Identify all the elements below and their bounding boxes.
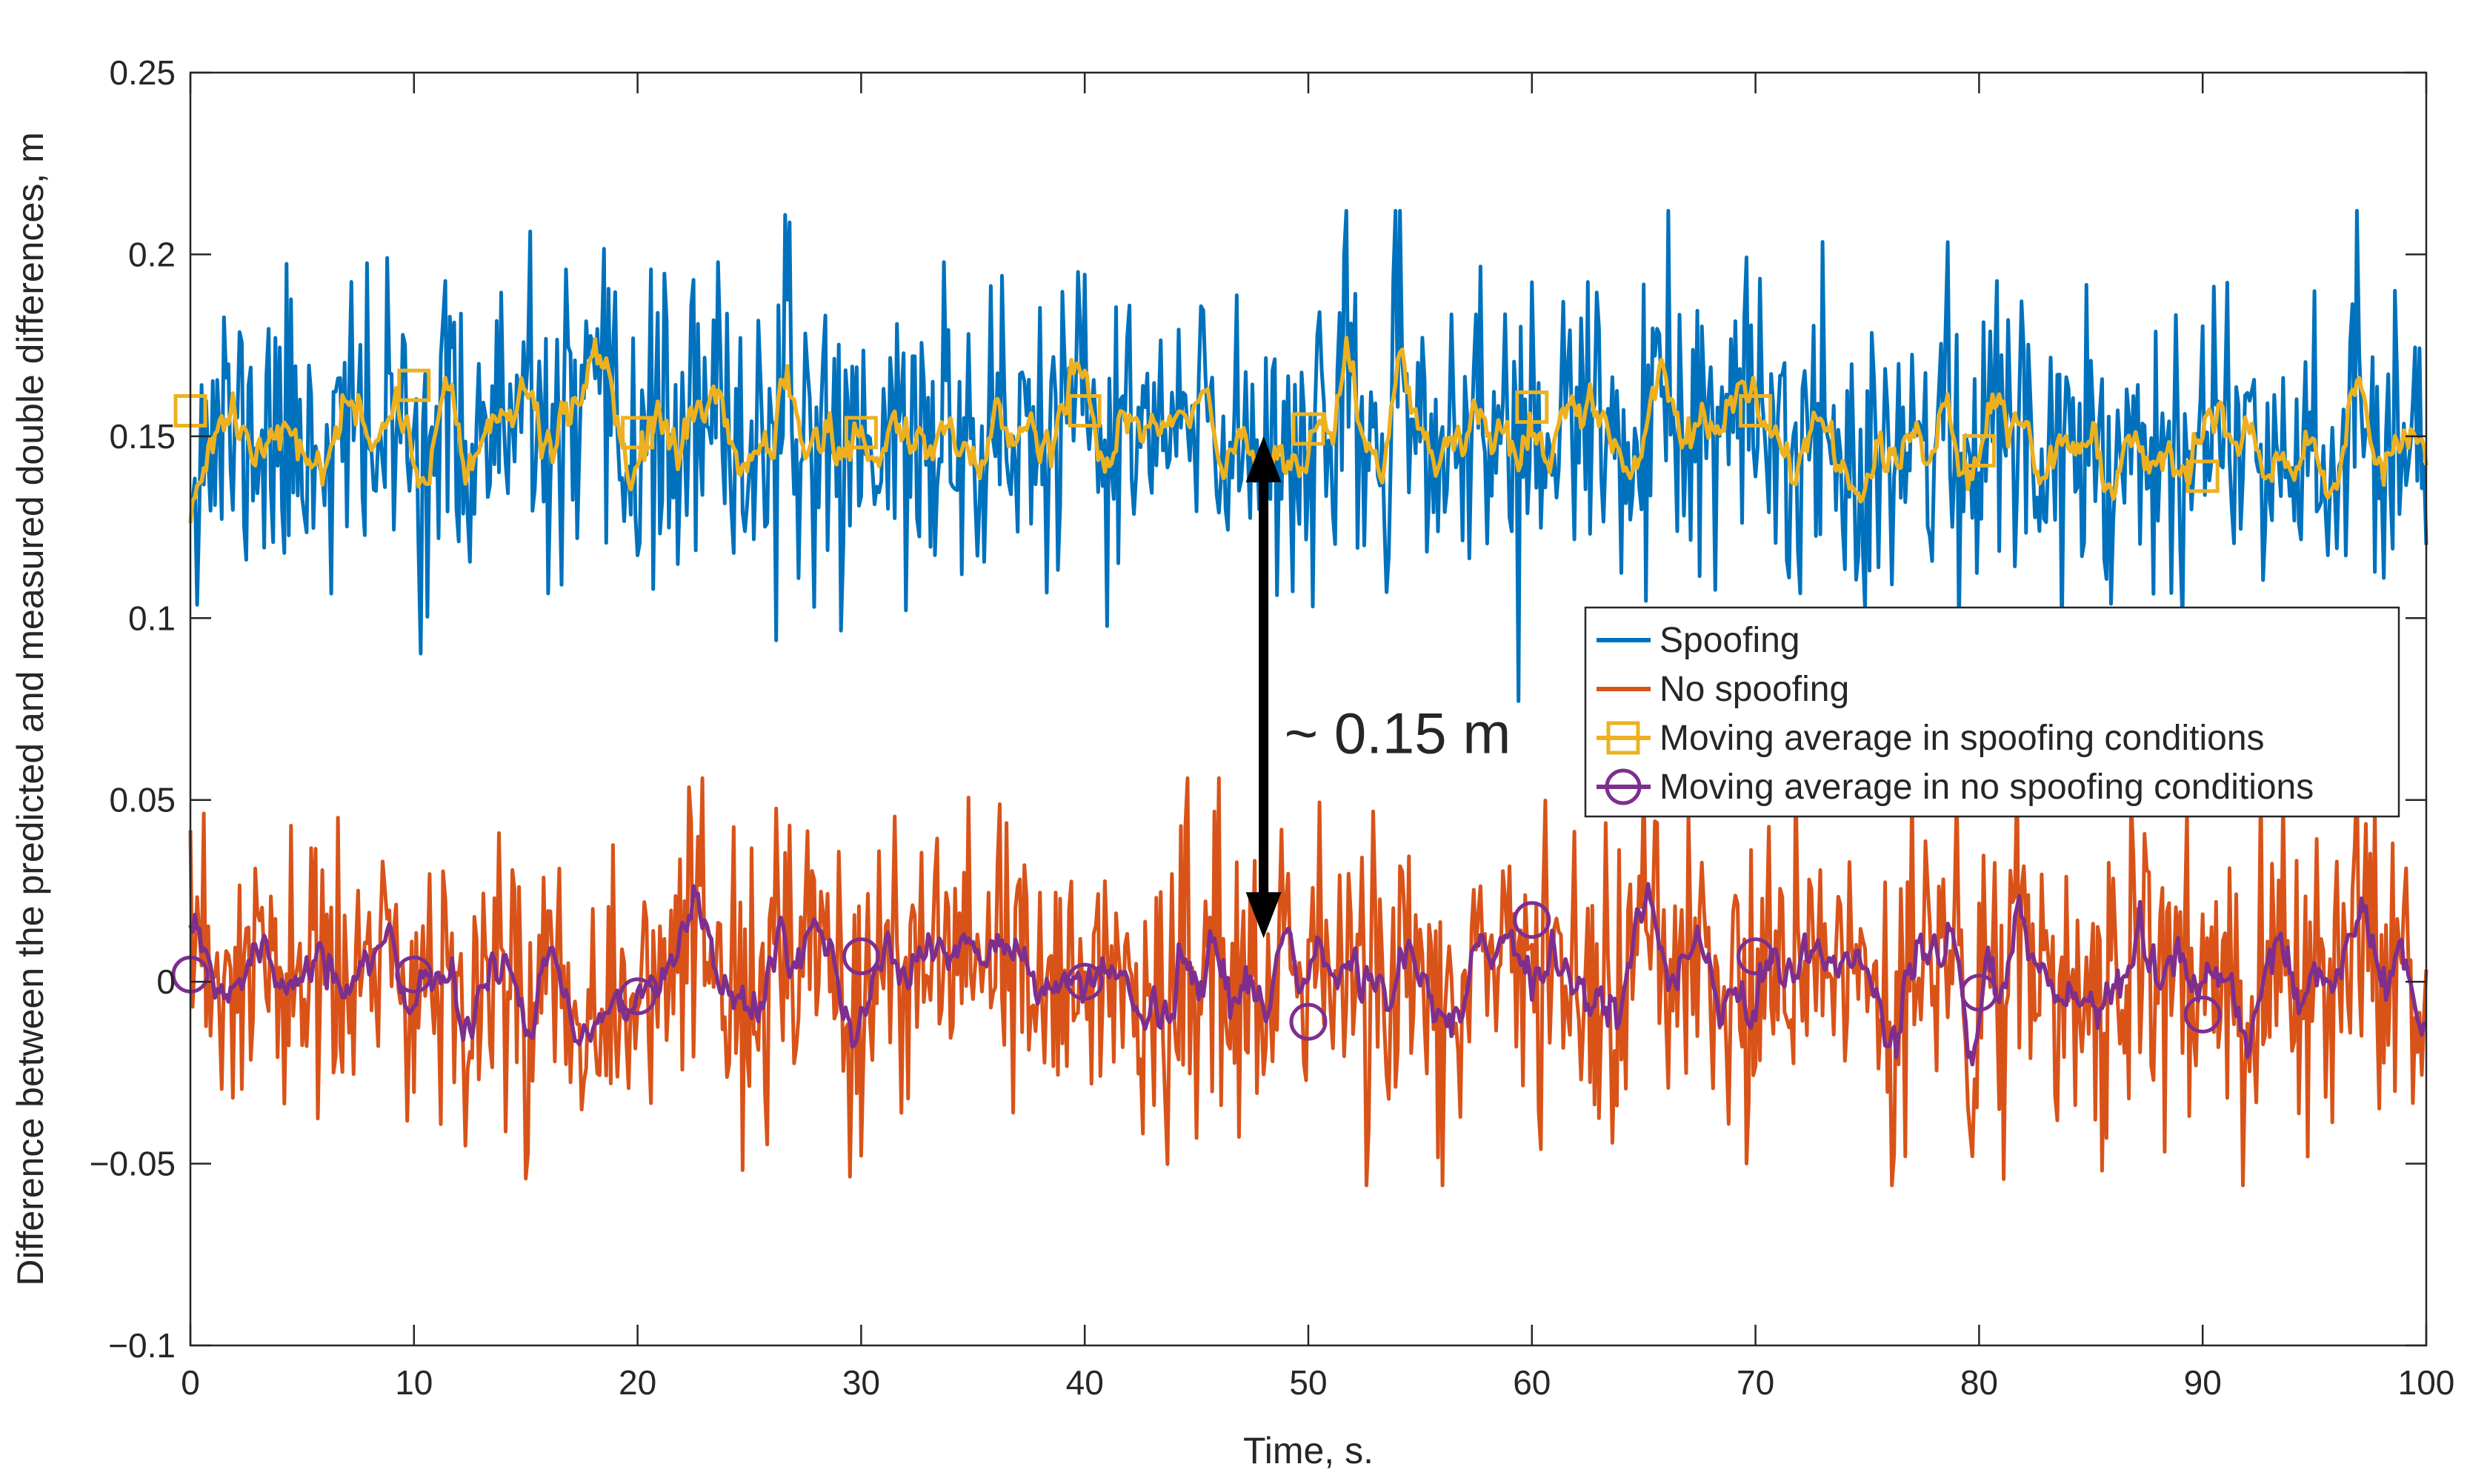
legend-items: Spoofing No spoofing Moving average in spo… [1597, 621, 2314, 807]
y-tick-label: 0.1 [128, 599, 176, 637]
legend-label: Moving average in spoofing conditions [1659, 719, 2265, 758]
series-marker-3 [1291, 412, 1325, 446]
y-tick-label: 0.05 [109, 781, 176, 819]
series-marker-4 [1513, 901, 1551, 939]
series-marker-3 [1068, 393, 1102, 427]
series-line-4 [188, 882, 2428, 1067]
legend-swatch-marker [1606, 721, 1640, 755]
series-marker-4 [619, 977, 657, 1016]
series-marker-3 [1962, 433, 1996, 468]
y-tick-label: 0.25 [109, 53, 176, 92]
axes-layer: 0 10 20 30 40 50 60 70 80 90 100 −0.1 −0.05 0 0.05 0.1 0… [90, 53, 2455, 1402]
annotation-layer: ~ 0.15 m [1245, 436, 1511, 939]
series-marker-3 [397, 368, 431, 402]
x-tick-label: 40 [1066, 1363, 1104, 1402]
series-3 [173, 336, 2428, 524]
y-tick-label: −0.1 [108, 1326, 176, 1365]
series-marker-3 [844, 416, 878, 450]
x-tick-label: 100 [2398, 1363, 2455, 1402]
series-1 [188, 209, 2428, 703]
y-tick-label: 0.2 [128, 235, 176, 273]
y-tick-label: 0.15 [109, 417, 176, 456]
legend-label: Moving average in no spoofing conditions [1659, 768, 2314, 807]
legend-swatch-marker [1605, 768, 1642, 805]
legend-item-1: Spoofing [1597, 621, 1800, 660]
series-line-1 [188, 209, 2428, 703]
x-tick-label: 70 [1737, 1363, 1774, 1402]
legend-item-3: Moving average in spoofing conditions [1597, 719, 2265, 758]
arrow-head-up [1245, 436, 1282, 482]
arrow-head-down [1245, 892, 1282, 939]
annotation-label: ~ 0.15 m [1285, 701, 1511, 766]
series-marker-3 [621, 416, 655, 450]
legend-item-4: Moving average in no spoofing conditions [1597, 768, 2314, 807]
x-tick-label: 60 [1513, 1363, 1551, 1402]
x-tick-label: 90 [2184, 1363, 2222, 1402]
x-tick-label: 50 [1289, 1363, 1327, 1402]
series-marker-4 [1737, 937, 1775, 976]
legend-label: Spoofing [1659, 621, 1800, 660]
series-marker-4 [395, 955, 433, 994]
x-tick-label: 30 [842, 1363, 880, 1402]
x-tick-label: 20 [619, 1363, 656, 1402]
legend-label: No spoofing [1659, 670, 1849, 709]
series-line-3 [188, 336, 2428, 524]
legend-box [1584, 606, 2400, 818]
annotation-arrow: ~ 0.15 m [1245, 436, 1511, 939]
series-marker-3 [1739, 393, 1773, 427]
series-marker-4 [2183, 995, 2222, 1034]
series-marker-4 [1065, 962, 1104, 1001]
y-tick-label: −0.05 [90, 1145, 176, 1183]
series-marker-3 [1515, 390, 1549, 425]
series-marker-3 [2185, 459, 2220, 493]
legend-item-2: No spoofing [1597, 670, 1849, 709]
x-tick-label: 0 [181, 1363, 200, 1402]
x-tick-label: 10 [395, 1363, 433, 1402]
x-tick-label: 80 [1960, 1363, 1998, 1402]
series-marker-4 [1289, 1002, 1328, 1041]
x-axis-label: Time, s. [1243, 1430, 1374, 1471]
series-marker-4 [842, 937, 880, 976]
y-axis-label: Difference between the predicted and mea… [10, 132, 51, 1285]
series-layer [171, 209, 2428, 1188]
y-tick-label: 0 [156, 962, 176, 1001]
series-marker-4 [1960, 974, 1998, 1012]
legend: Spoofing No spoofing Moving average in spo… [1584, 606, 2400, 818]
